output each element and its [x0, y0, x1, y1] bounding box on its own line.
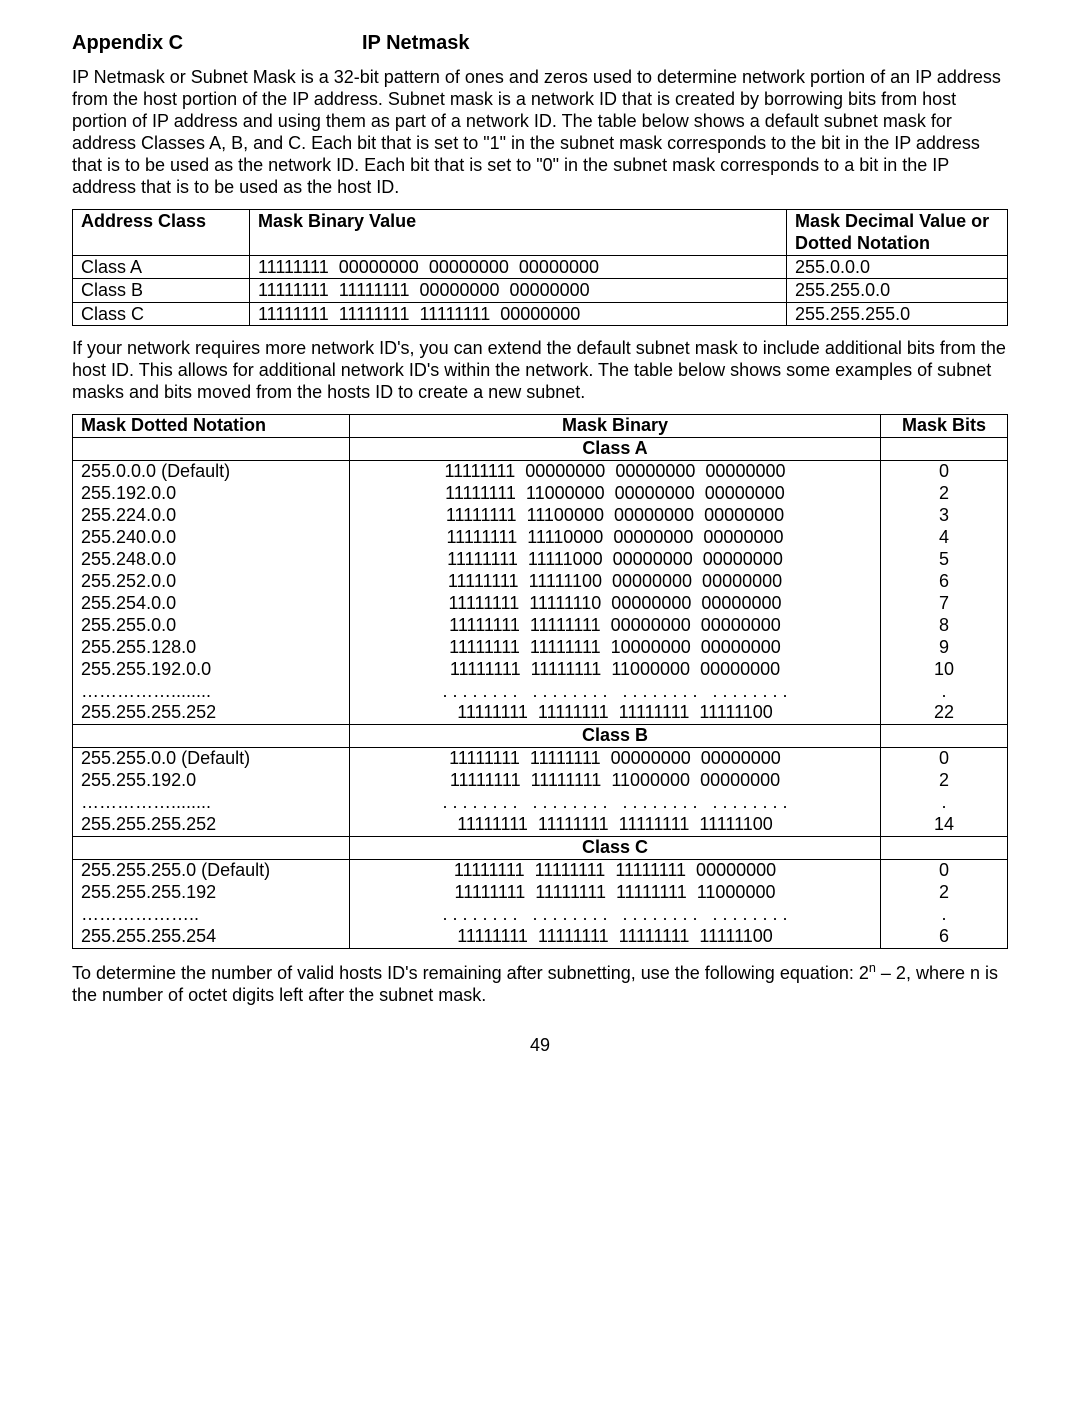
t1-class: Class C	[73, 302, 250, 326]
t2-c-dn: 255.255.255.0 (Default) 255.255.255.192 …	[73, 860, 350, 949]
t1-class: Class A	[73, 255, 250, 279]
table-row: 255.0.0.0 (Default) 255.192.0.0 255.224.…	[73, 460, 1008, 724]
t2-b-bin: 11111111 11111111 00000000 00000000 1111…	[350, 748, 881, 837]
t2-header-dn: Mask Dotted Notation	[73, 415, 350, 438]
intro-paragraph: IP Netmask or Subnet Mask is a 32-bit pa…	[72, 67, 1008, 199]
t2-c-bin: 11111111 11111111 11111111 00000000 1111…	[350, 860, 881, 949]
t2-class-a-row: Class A	[73, 438, 1008, 461]
t1-binary: 11111111 11111111 00000000 00000000	[250, 279, 787, 303]
t1-decimal: 255.255.255.0	[787, 302, 1008, 326]
t2-header-bin: Mask Binary	[350, 415, 881, 438]
table-row: Class A 11111111 00000000 00000000 00000…	[73, 255, 1008, 279]
t1-header-binary: Mask Binary Value	[250, 209, 787, 255]
t2-a-bin: 11111111 00000000 00000000 00000000 1111…	[350, 460, 881, 724]
t2-a-bits: 0 2 3 4 5 6 7 8 9 10 . 22	[881, 460, 1008, 724]
t1-binary: 11111111 11111111 11111111 00000000	[250, 302, 787, 326]
t2-a-dn: 255.0.0.0 (Default) 255.192.0.0 255.224.…	[73, 460, 350, 724]
outro-sup: n	[869, 961, 876, 975]
t2-b-dn: 255.255.0.0 (Default) 255.255.192.0 ……………	[73, 748, 350, 837]
t2-class-b-label: Class B	[350, 725, 881, 748]
t1-class: Class B	[73, 279, 250, 303]
t1-decimal: 255.255.0.0	[787, 279, 1008, 303]
appendix-heading: Appendix C IP Netmask	[72, 32, 1008, 55]
appendix-label: Appendix C	[72, 32, 362, 55]
t1-binary: 11111111 00000000 00000000 00000000	[250, 255, 787, 279]
outro-prefix: To determine the number of valid hosts I…	[72, 963, 869, 983]
t2-b-bits: 0 2 . 14	[881, 748, 1008, 837]
t2-header-bits: Mask Bits	[881, 415, 1008, 438]
outro-paragraph: To determine the number of valid hosts I…	[72, 961, 1008, 1007]
t2-class-b-row: Class B	[73, 725, 1008, 748]
t1-header-class: Address Class	[73, 209, 250, 255]
table-row: 255.255.0.0 (Default) 255.255.192.0 ……………	[73, 748, 1008, 837]
t2-class-a-label: Class A	[350, 438, 881, 461]
t2-class-c-label: Class C	[350, 837, 881, 860]
t2-class-c-row: Class C	[73, 837, 1008, 860]
subnet-mask-table: Mask Dotted Notation Mask Binary Mask Bi…	[72, 414, 1008, 949]
t2-c-bits: 0 2 . 6	[881, 860, 1008, 949]
mid-paragraph: If your network requires more network ID…	[72, 338, 1008, 404]
table-row: Class C 11111111 11111111 11111111 00000…	[73, 302, 1008, 326]
page-number: 49	[72, 1035, 1008, 1056]
table-row: Class B 11111111 11111111 00000000 00000…	[73, 279, 1008, 303]
t1-header-decimal: Mask Decimal Value or Dotted Notation	[787, 209, 1008, 255]
table-row: 255.255.255.0 (Default) 255.255.255.192 …	[73, 860, 1008, 949]
t1-decimal: 255.0.0.0	[787, 255, 1008, 279]
default-mask-table: Address Class Mask Binary Value Mask Dec…	[72, 209, 1008, 327]
appendix-title: IP Netmask	[362, 32, 469, 55]
